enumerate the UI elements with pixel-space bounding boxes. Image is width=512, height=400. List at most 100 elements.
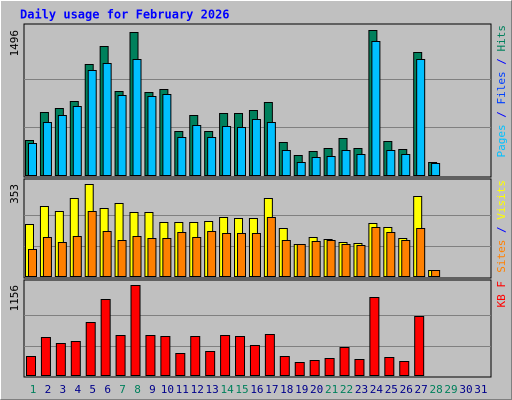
y-tick-label: 353 [8,184,21,204]
x-tick-label: 28 [429,383,442,396]
bar [132,59,142,176]
bar [309,360,320,376]
bar [177,137,187,176]
x-tick-label: 27 [415,383,428,396]
bar [130,285,141,376]
legend-entry: / [495,52,508,72]
bar [162,238,172,277]
x-tick-label: 10 [161,383,174,396]
y-tick-label: 1156 [8,285,21,312]
legend-entry: KB F [495,281,508,308]
bar [386,232,396,277]
y-tick-label: 1496 [8,30,21,57]
bar [341,150,351,176]
bar [145,335,156,376]
legend-entry: / [495,105,508,125]
bar [431,163,441,176]
bar [294,362,305,376]
bar [207,231,217,277]
x-tick-label: 20 [310,383,323,396]
bar [371,41,381,176]
bar [311,157,321,176]
bar [339,347,350,376]
bar [264,334,275,376]
x-tick-label: 2 [45,383,52,396]
bar [70,341,81,376]
bar [371,227,381,277]
bar [416,228,426,277]
bar [237,127,247,176]
x-tick-label: 18 [280,383,293,396]
bar [175,353,186,376]
bar [326,156,336,176]
bar [28,143,37,176]
bar [160,336,171,376]
bar [100,299,111,376]
x-tick-label: 29 [444,383,457,396]
legend: KB F [495,281,508,308]
bar [40,337,51,376]
bar [192,125,202,176]
x-tick-label: 31 [474,383,487,396]
x-tick-label: 13 [206,383,219,396]
x-tick-label: 16 [250,383,263,396]
bar [401,154,411,176]
bar [117,240,127,277]
bar [26,356,36,376]
bar [42,122,52,176]
bar [72,106,82,176]
x-tick-label: 30 [459,383,472,396]
bar [117,95,127,176]
x-tick-label: 3 [60,383,67,396]
bar [85,322,96,376]
x-tick-label: 11 [176,383,189,396]
bar [57,242,67,277]
bar [192,237,202,277]
bar [207,137,217,176]
bar [102,231,112,277]
x-tick-label: 5 [89,383,96,396]
legend-entry: Hits [495,25,508,52]
bar [87,70,97,176]
bar [251,119,261,176]
x-tick-label: 21 [325,383,338,396]
bar [55,343,66,376]
x-tick-label: 19 [295,383,308,396]
bar [115,335,126,376]
bar [266,217,276,277]
bar [162,94,172,176]
bar [222,233,232,277]
bar [296,162,306,176]
bar [311,241,321,277]
bar [296,244,306,277]
x-tick-label: 26 [400,383,413,396]
x-tick-label: 7 [119,383,126,396]
bar [102,63,112,176]
x-tick-label: 8 [134,383,141,396]
legend-entry: Sites [495,240,508,273]
bar [324,358,335,376]
bar [205,351,216,376]
bar [281,240,291,277]
bar [177,232,187,277]
x-tick-label: 24 [370,383,384,396]
legend-entry: / [495,220,508,240]
bar [431,270,441,277]
bar [235,336,246,376]
bar [220,335,231,376]
legend-entry: Pages [495,124,508,157]
legend: Pages / Files / Hits [495,25,508,158]
x-tick-label: 14 [220,383,234,396]
legend-entry: Visits [495,180,508,220]
x-tick-label: 4 [74,383,81,396]
bar [132,236,142,277]
x-tick-label: 23 [355,383,368,396]
x-tick-label: 15 [235,383,248,396]
x-tick-label: 6 [104,383,111,396]
x-tick-label: 25 [385,383,398,396]
bar [266,122,276,176]
bar [237,233,247,277]
x-tick-label: 1 [30,383,37,396]
bar [326,240,336,277]
